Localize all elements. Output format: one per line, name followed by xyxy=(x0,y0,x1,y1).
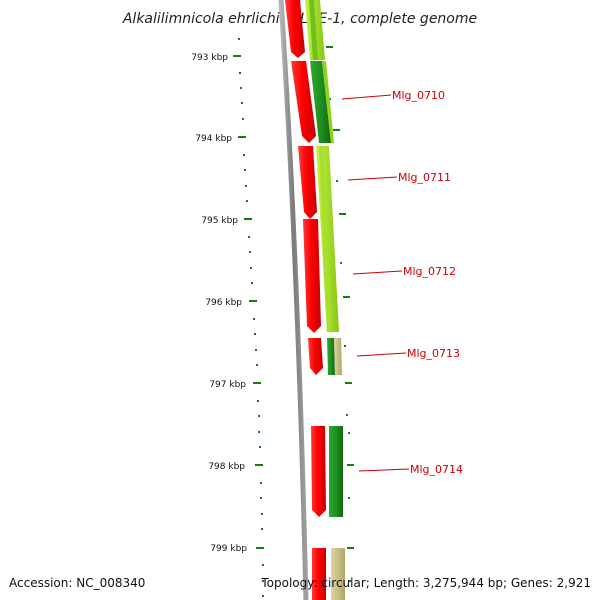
major-tick xyxy=(238,136,246,138)
cds-arrow[interactable] xyxy=(298,146,317,219)
category-block xyxy=(327,338,335,375)
category-block xyxy=(334,338,342,375)
cds-arrow[interactable] xyxy=(312,548,326,600)
label-leader xyxy=(341,94,392,100)
major-tick xyxy=(255,464,263,466)
label-leader xyxy=(356,352,407,357)
forward-cds-track xyxy=(285,0,326,600)
cds-arrow[interactable] xyxy=(285,0,305,58)
tick-label: 797 kbp xyxy=(209,380,246,390)
category-block xyxy=(310,61,331,143)
major-tick xyxy=(233,55,241,57)
cds-arrow[interactable] xyxy=(291,61,316,143)
topology-text: Topology: circular; Length: 3,275,944 bp… xyxy=(260,576,591,590)
label-leader xyxy=(347,176,398,181)
major-tick xyxy=(256,547,264,549)
gene-labels: Mlg_0710 Mlg_0711 Mlg_0712 Mlg_0713 Mlg_… xyxy=(341,89,463,476)
tick-label: 796 kbp xyxy=(205,298,242,308)
cds-arrow[interactable] xyxy=(311,426,326,517)
tick-label: 799 kbp xyxy=(210,544,247,554)
gene-label-mlg-0713[interactable]: Mlg_0713 xyxy=(407,347,460,360)
genome-backbone xyxy=(278,0,309,600)
tick-label: 798 kbp xyxy=(208,462,245,472)
tick-label: 793 kbp xyxy=(191,53,228,63)
major-tick xyxy=(249,300,257,302)
tick-label: 795 kbp xyxy=(201,216,238,226)
scale-ticks: 793 kbp 794 kbp 795 kbp 796 kbp 797 kbp … xyxy=(191,53,264,554)
gene-label-mlg-0711[interactable]: Mlg_0711 xyxy=(398,171,451,184)
category-track xyxy=(305,0,345,600)
minor-ticks xyxy=(238,38,264,597)
label-leader xyxy=(352,270,403,275)
gene-label-mlg-0712[interactable]: Mlg_0712 xyxy=(403,265,456,278)
accession-text: Accession: NC_008340 xyxy=(9,576,145,590)
cds-arrow[interactable] xyxy=(308,338,323,375)
major-tick xyxy=(244,218,252,220)
label-leader xyxy=(358,468,410,472)
category-block xyxy=(331,548,345,600)
major-tick xyxy=(253,382,261,384)
category-block xyxy=(329,426,343,517)
tick-label: 794 kbp xyxy=(195,134,232,144)
outer-ticks xyxy=(326,46,354,582)
gene-label-mlg-0714[interactable]: Mlg_0714 xyxy=(410,463,463,476)
gene-label-mlg-0710[interactable]: Mlg_0710 xyxy=(392,89,445,102)
cds-arrow[interactable] xyxy=(303,219,321,333)
